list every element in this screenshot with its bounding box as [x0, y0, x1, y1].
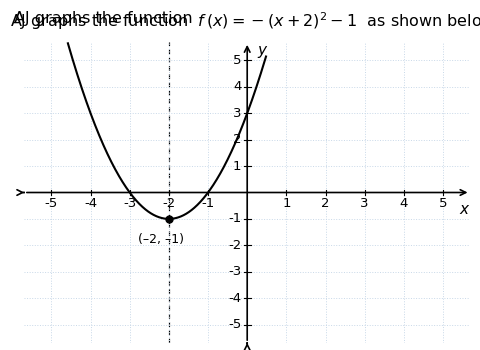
Text: -4: -4	[84, 197, 97, 210]
Text: -3: -3	[123, 197, 136, 210]
Text: -3: -3	[228, 265, 241, 278]
Text: AJ graphs the function  $f\,(x) = -(x+2)^2 - 1$  as shown below.: AJ graphs the function $f\,(x) = -(x+2)^…	[10, 10, 480, 32]
Text: 4: 4	[400, 197, 408, 210]
Text: 2: 2	[321, 197, 330, 210]
Text: y: y	[257, 43, 266, 58]
Text: x: x	[459, 202, 468, 217]
Text: -4: -4	[228, 292, 241, 304]
Text: 3: 3	[233, 107, 241, 120]
Text: -1: -1	[228, 212, 241, 225]
Text: 3: 3	[360, 197, 369, 210]
Text: 2: 2	[233, 133, 241, 146]
Text: -2: -2	[162, 197, 176, 210]
Text: 1: 1	[282, 197, 290, 210]
Text: -5: -5	[45, 197, 58, 210]
Text: -2: -2	[228, 239, 241, 252]
Text: (–2, –1): (–2, –1)	[138, 233, 184, 246]
Text: -1: -1	[202, 197, 215, 210]
Text: 5: 5	[233, 54, 241, 67]
Text: AJ graphs the function: AJ graphs the function	[14, 10, 203, 26]
Text: 4: 4	[233, 80, 241, 93]
Text: 5: 5	[439, 197, 447, 210]
Text: 1: 1	[233, 160, 241, 173]
Text: -5: -5	[228, 318, 241, 331]
